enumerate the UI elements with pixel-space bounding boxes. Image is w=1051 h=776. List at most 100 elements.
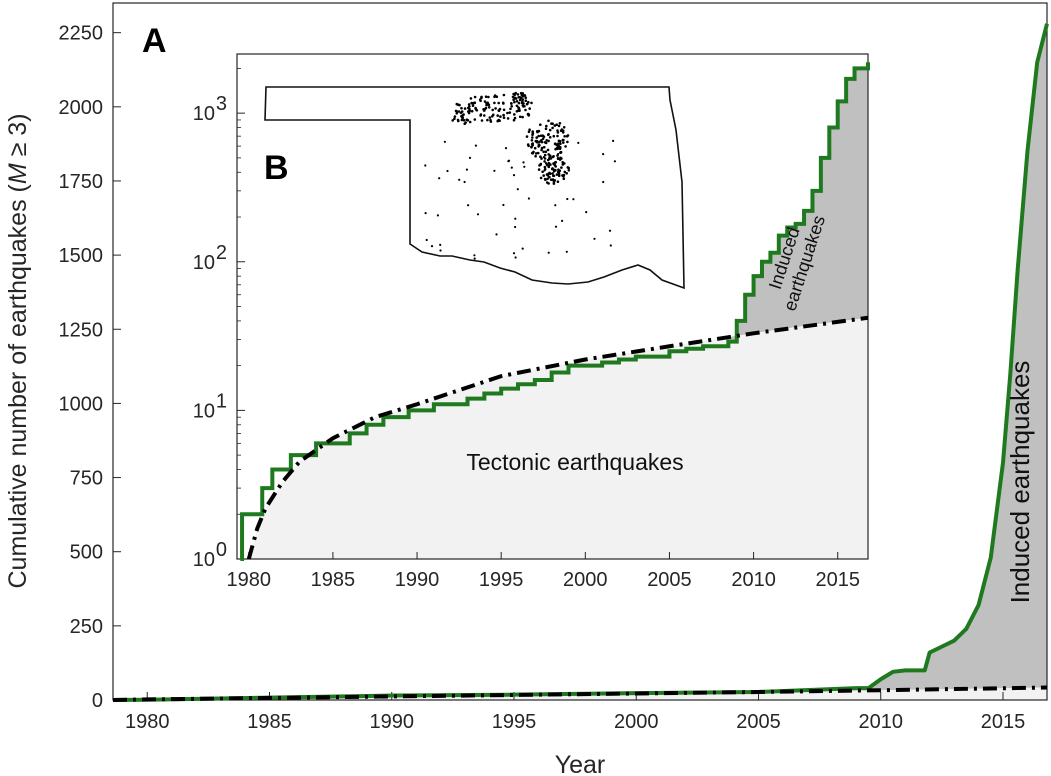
epicenter-dot: [602, 153, 605, 156]
epicenter-dot: [486, 101, 490, 105]
epicenter-dot: [479, 114, 482, 117]
epicenter-dot: [502, 116, 506, 119]
epicenter-dot: [465, 168, 468, 171]
epicenter-dot: [510, 102, 513, 105]
epicenter-dot: [531, 131, 535, 135]
epicenter-dot: [462, 113, 465, 116]
main-y-tick-label: 1000: [59, 393, 104, 415]
main-x-tick-label: 1980: [125, 711, 170, 733]
main-x-tick-label: 2000: [614, 711, 659, 733]
epicenter-dot: [457, 119, 460, 123]
epicenter-dots: [424, 91, 617, 260]
main-y-tick-label: 250: [70, 616, 103, 638]
epicenter-dot: [522, 102, 525, 105]
inset-y-tick-exponent: 0: [216, 539, 227, 561]
epicenter-dot: [548, 136, 552, 139]
epicenter-dot: [483, 100, 487, 103]
epicenter-dot: [561, 129, 565, 132]
epicenter-dot: [557, 124, 561, 128]
epicenter-dot: [513, 93, 516, 97]
epicenter-dot: [467, 106, 470, 110]
epicenter-dot: [527, 130, 531, 134]
epicenter-dot: [551, 172, 554, 175]
panel-b-label: B: [264, 149, 289, 187]
epicenter-dot: [550, 122, 553, 125]
epicenter-dot: [542, 135, 546, 138]
main-plot-frame: [112, 2, 1048, 701]
inset-y-tick-label: 10: [193, 103, 215, 125]
epicenter-dot: [566, 197, 569, 201]
epicenter-dot: [463, 122, 467, 126]
epicenter-dot: [543, 160, 546, 163]
inset-y-tick-label: 10: [193, 252, 215, 274]
epicenter-dot: [468, 120, 472, 124]
epicenter-dot: [453, 115, 457, 118]
epicenter-dot: [454, 109, 458, 113]
main-y-ticks: 0 250 500 750 1000 1250 1500 1750 2000 2250: [59, 23, 121, 712]
epicenter-dot: [491, 108, 495, 112]
epicenter-dot: [515, 100, 519, 103]
main-y-tick-label: 1750: [59, 171, 104, 193]
epicenter-dot: [474, 144, 477, 147]
epicenter-dot: [540, 139, 543, 142]
epicenter-dot: [517, 96, 520, 99]
epicenter-dot: [458, 178, 461, 181]
main-y-tick-label: 750: [70, 468, 103, 490]
epicenter-dot: [557, 174, 561, 178]
epicenter-dot: [527, 100, 530, 104]
epicenter-dot: [546, 148, 550, 152]
epicenter-dot: [559, 151, 562, 154]
epicenter-dot: [554, 147, 557, 151]
epicenter-dot: [467, 204, 470, 207]
epicenter-dot: [557, 139, 561, 143]
epicenter-dot: [512, 174, 516, 177]
epicenter-dot: [460, 110, 464, 113]
epicenter-dot: [608, 229, 612, 232]
inset-x-tick-label: 2010: [731, 569, 776, 591]
epicenter-dot: [439, 243, 442, 246]
epicenter-dot: [531, 143, 534, 147]
epicenter-dot: [543, 153, 547, 157]
epicenter-dot: [516, 93, 520, 96]
epicenter-dot: [551, 126, 554, 130]
epicenter-dot: [542, 145, 546, 149]
epicenter-dot: [593, 237, 596, 240]
epicenter-dot: [512, 252, 516, 255]
epicenter-dot: [547, 251, 550, 254]
epicenter-dot: [553, 161, 557, 165]
epicenter-dot: [514, 217, 517, 220]
epicenter-dot: [547, 139, 550, 143]
epicenter-dot: [446, 169, 449, 173]
epicenter-dot: [510, 166, 513, 169]
main-y-tick-label: 2250: [59, 23, 104, 45]
epicenter-dot: [473, 118, 477, 121]
epicenter-dot: [565, 134, 569, 138]
epicenter-dot: [563, 170, 567, 174]
epicenter-dot: [468, 156, 472, 159]
epicenter-dot: [547, 153, 550, 156]
epicenter-dot: [430, 245, 434, 248]
epicenter-dot: [612, 139, 615, 142]
epicenter-dot: [453, 117, 456, 121]
epicenter-dot: [549, 178, 553, 181]
epicenter-dot: [510, 105, 513, 108]
epicenter-dot: [455, 112, 459, 115]
epicenter-dot: [424, 212, 427, 215]
observed-cumulative-line: [112, 23, 1049, 702]
epicenter-dot: [522, 105, 525, 108]
epicenter-dot: [508, 111, 512, 114]
epicenter-dot: [451, 119, 455, 122]
epicenter-dot: [530, 139, 534, 142]
epicenter-dot: [559, 146, 562, 149]
epicenter-dot: [495, 233, 498, 236]
epicenter-dot: [496, 114, 500, 117]
main-x-axis-label: Year: [555, 751, 606, 776]
epicenter-dot: [473, 257, 476, 260]
main-x-tick-label: 1995: [492, 711, 537, 733]
epicenter-dot: [531, 136, 534, 139]
inset-x-ticks: 1980 1985 1990 1995 2000 2005 2010 2015: [227, 552, 860, 591]
epicenter-dot: [543, 169, 546, 172]
epicenter-dot: [542, 174, 545, 177]
epicenter-dot: [502, 113, 505, 117]
